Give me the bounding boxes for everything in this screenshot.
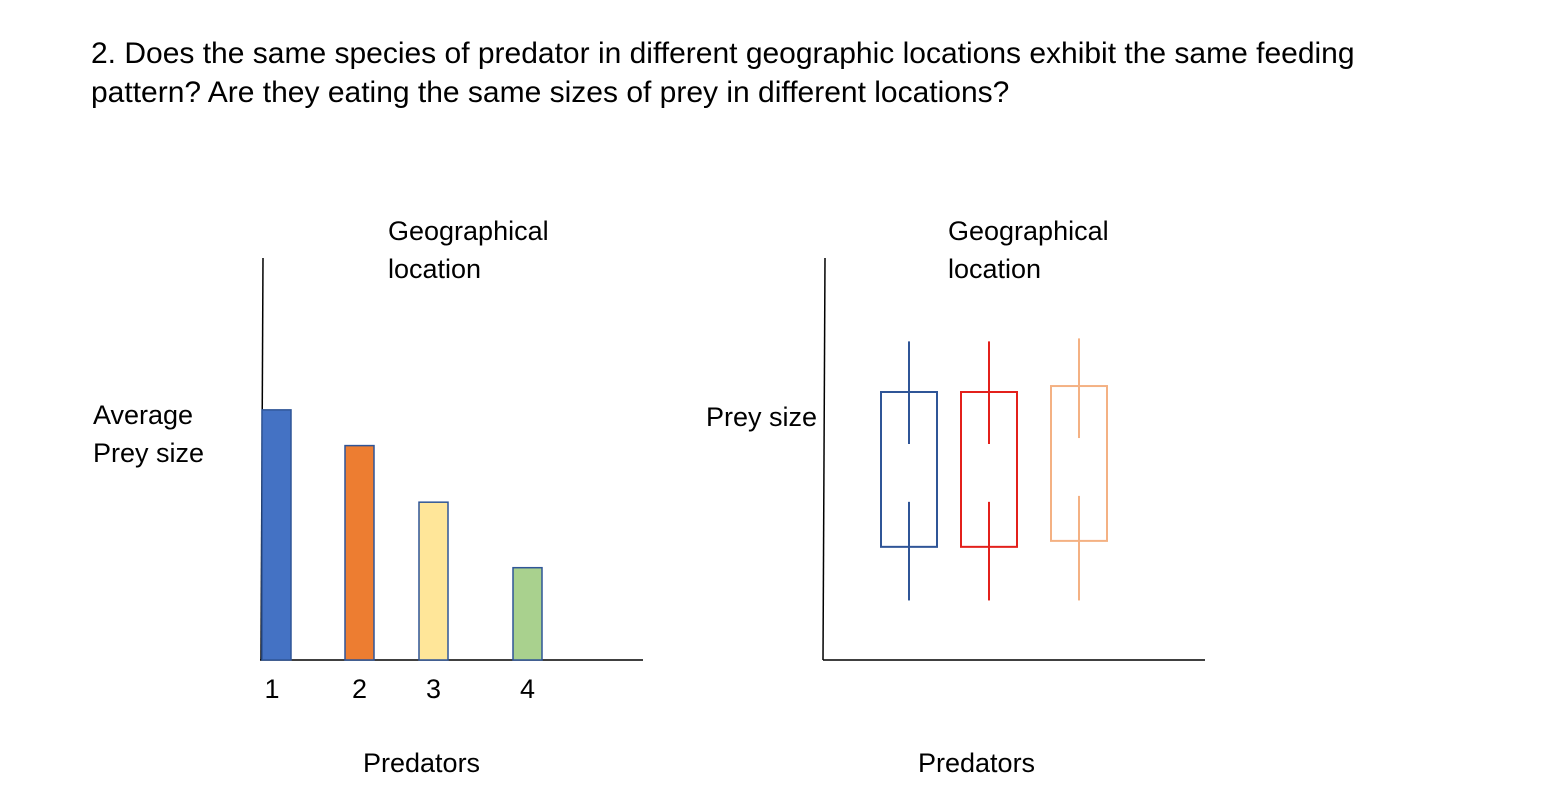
box-3 [1050,338,1108,601]
x-tick-label: 1 [264,674,279,704]
box-2 [960,341,1018,601]
bar-3 [418,501,449,661]
bar-2 [344,444,375,661]
bar-1 [261,409,292,661]
bar-chart: 1 2 3 4 [260,257,643,704]
bar-4 [512,566,543,661]
question-heading: 2. Does the same species of predator in … [91,37,1355,109]
box-chart-xlabel: Predators [918,748,1036,778]
x-tick-label: 3 [426,674,441,704]
box-1 [880,341,938,601]
bar-chart-xlabel: Predators [363,748,481,778]
box-chart-title: Geographical location [948,216,1109,284]
bar-chart-title: Geographical location [388,216,549,284]
box-chart [822,257,1205,661]
x-tick-label: 2 [352,674,367,704]
bar-chart-ylabel: Average Prey size [93,400,205,468]
x-tick-label: 4 [520,674,535,704]
box-chart-ylabel: Prey size [706,402,818,432]
box-chart-y-axis [822,257,826,661]
